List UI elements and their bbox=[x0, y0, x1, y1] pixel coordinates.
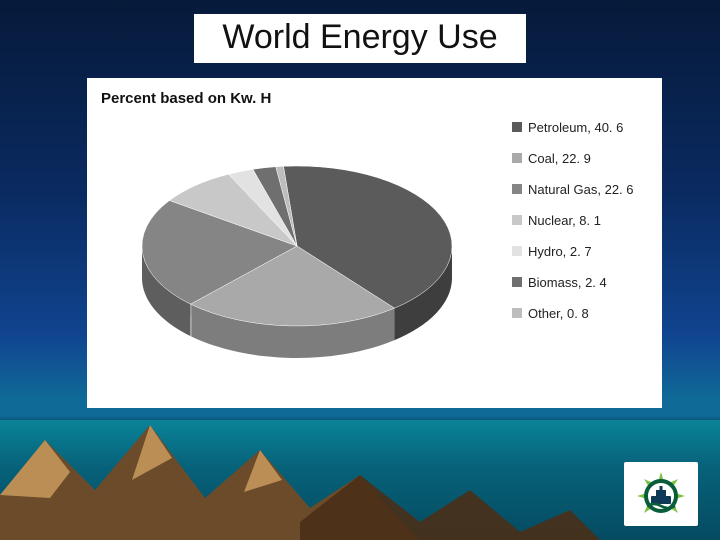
legend-item: Petroleum, 40. 6 bbox=[512, 120, 652, 135]
legend-label: Coal, 22. 9 bbox=[528, 151, 591, 166]
legend-label: Petroleum, 40. 6 bbox=[528, 120, 623, 135]
legend-item: Nuclear, 8. 1 bbox=[512, 213, 652, 228]
legend-swatch bbox=[512, 308, 522, 318]
port-logo-icon bbox=[629, 466, 693, 522]
legend-label: Natural Gas, 22. 6 bbox=[528, 182, 634, 197]
water-strip bbox=[0, 420, 720, 540]
legend-item: Hydro, 2. 7 bbox=[512, 244, 652, 259]
chart-card: Percent based on Kw. H Petroleum, 40. 6 C… bbox=[87, 78, 662, 408]
legend: Petroleum, 40. 6 Coal, 22. 9 Natural Gas, … bbox=[512, 120, 652, 337]
chart-title: Percent based on Kw. H bbox=[101, 90, 271, 107]
pie-svg bbox=[107, 126, 487, 396]
legend-swatch bbox=[512, 184, 522, 194]
pie-chart bbox=[107, 126, 487, 396]
slide-title: World Energy Use bbox=[194, 14, 525, 63]
legend-swatch bbox=[512, 277, 522, 287]
legend-label: Biomass, 2. 4 bbox=[528, 275, 607, 290]
legend-swatch bbox=[512, 246, 522, 256]
logo-badge bbox=[624, 462, 698, 526]
legend-label: Other, 0. 8 bbox=[528, 306, 589, 321]
legend-label: Hydro, 2. 7 bbox=[528, 244, 592, 259]
slide: World Energy Use Percent based on Kw. H … bbox=[0, 0, 720, 540]
legend-label: Nuclear, 8. 1 bbox=[528, 213, 601, 228]
legend-swatch bbox=[512, 215, 522, 225]
legend-swatch bbox=[512, 122, 522, 132]
legend-item: Natural Gas, 22. 6 bbox=[512, 182, 652, 197]
legend-item: Other, 0. 8 bbox=[512, 306, 652, 321]
legend-item: Coal, 22. 9 bbox=[512, 151, 652, 166]
legend-item: Biomass, 2. 4 bbox=[512, 275, 652, 290]
legend-swatch bbox=[512, 153, 522, 163]
title-band: World Energy Use bbox=[0, 14, 720, 63]
